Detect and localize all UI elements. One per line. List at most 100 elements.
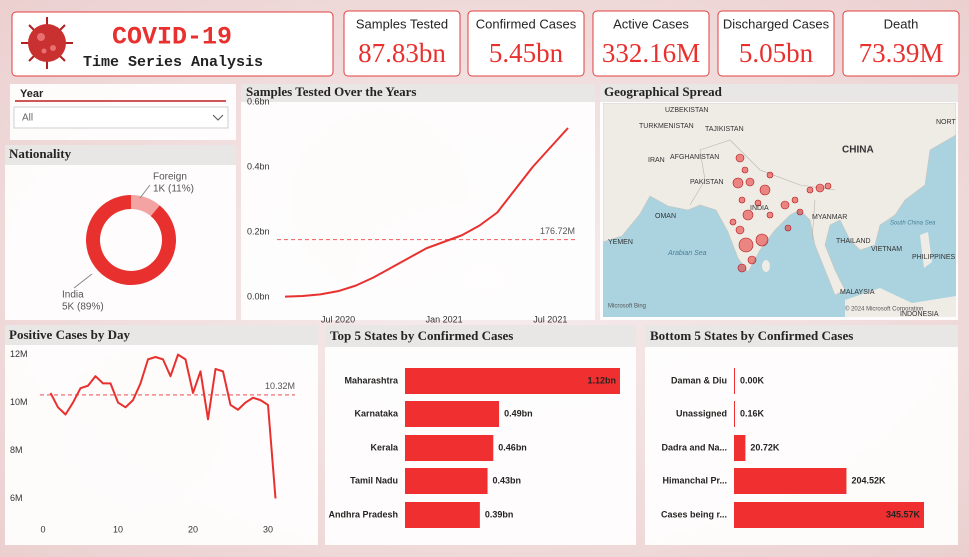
data-label: 0.00K (740, 375, 765, 385)
kpi-card (343, 10, 461, 77)
panel-header (600, 84, 958, 102)
category-label: Cases being r... (661, 509, 727, 519)
map-bubble (732, 177, 744, 189)
header-title: COVID-19 (112, 23, 232, 52)
data-label: 0.46bn (498, 442, 527, 452)
bar (734, 368, 735, 394)
map-label: IRAN (648, 157, 665, 164)
y-tick-label: 0.0bn (247, 291, 270, 301)
bar (405, 368, 620, 394)
x-tick-label: 0 (40, 524, 45, 534)
panel-title: Top 5 States by Confirmed Cases (330, 328, 513, 343)
bar (405, 435, 494, 461)
map-bubble (784, 224, 792, 232)
bar (734, 468, 847, 494)
y-tick-label: 0.6bn (247, 96, 270, 106)
map-label: AFGHANISTAN (670, 154, 719, 161)
category-label: Daman & Diu (671, 375, 727, 385)
kpi-value: 332.16M (602, 38, 700, 68)
map-bubble (738, 196, 746, 204)
panel-title: Samples Tested Over the Years (246, 84, 416, 99)
map-bubble (806, 186, 814, 194)
map-bubble (824, 182, 832, 190)
kpi-card (717, 10, 835, 77)
y-tick-label: 12M (10, 349, 28, 359)
map-label: MYANMAR (812, 214, 847, 221)
leader-line (139, 184, 151, 199)
map: UZBEKISTAN TURKMENISTAN TAJIKISTAN IRAN … (603, 103, 956, 318)
panel (5, 145, 236, 320)
border (689, 139, 836, 241)
leader-line (73, 273, 93, 289)
map-bubble (742, 209, 754, 221)
data-label: 1K (11%) (153, 184, 194, 195)
map-attribution: © 2024 Microsoft Corporation (845, 306, 923, 313)
y-tick-label: 6M (10, 493, 23, 503)
virus-icon (21, 17, 73, 69)
map-label: VIETNAM (871, 246, 902, 253)
data-label: 204.52K (851, 475, 886, 485)
land (920, 232, 932, 268)
map-label: Arabian Sea (667, 250, 707, 257)
donut-slice (85, 195, 176, 286)
x-tick-label: 30 (263, 524, 273, 534)
bar (734, 401, 735, 427)
data-label: 5K (89%) (62, 302, 104, 313)
panel-header (5, 145, 236, 165)
category-label: Kerala (370, 442, 399, 452)
panel-title: Geographical Spread (604, 84, 723, 99)
slicer-value: All (22, 113, 33, 124)
legend-label: India (62, 290, 84, 301)
category-label: Andhra Pradesh (328, 509, 398, 519)
data-label: 1.12bn (587, 375, 616, 385)
panel-title: Nationality (9, 146, 72, 161)
data-label: 345.57K (886, 509, 921, 519)
bar (405, 468, 488, 494)
kpi-label: Samples Tested (356, 16, 448, 31)
map-label: THAILAND (836, 238, 871, 245)
map-label: OMAN (655, 213, 676, 220)
map-bubble (741, 166, 749, 174)
map-bubble (729, 218, 737, 226)
category-label: Tamil Nadu (350, 475, 398, 485)
map-bubble (738, 237, 754, 253)
bar (405, 401, 500, 427)
map-label: MALAYSIA (840, 289, 875, 296)
header-box (11, 11, 334, 77)
average-label: 176.72M (540, 226, 575, 236)
map-bubble (780, 200, 790, 210)
x-tick-label: Jul 2021 (533, 314, 567, 324)
panel (241, 84, 595, 320)
data-label: 0.16K (740, 408, 765, 418)
land (762, 260, 770, 272)
kpi-card (467, 10, 585, 77)
map-label: NORT (936, 119, 956, 126)
map-bubble (791, 196, 799, 204)
line (49, 353, 277, 499)
kpi-card (592, 10, 710, 77)
map-bubble (737, 263, 747, 273)
kpi-card (842, 10, 960, 77)
category-label: Himanchal Pr... (662, 475, 727, 485)
data-label: 0.43bn (493, 475, 522, 485)
map-bubble (735, 225, 745, 235)
map-bubble (815, 183, 825, 193)
slicer-dropdown[interactable] (13, 106, 229, 129)
map-label: CHINA (842, 145, 874, 156)
y-tick-label: 10M (10, 397, 28, 407)
y-tick-label: 0.2bn (247, 226, 270, 236)
kpi-label: Discharged Cases (723, 16, 830, 31)
map-label: INDONESIA (900, 311, 939, 318)
map-label: South China Sea (890, 221, 936, 227)
x-tick-label: 10 (113, 524, 123, 534)
slicer-label: Year (20, 88, 44, 100)
map-bubble (735, 153, 745, 163)
map-label: TURKMENISTAN (639, 123, 694, 130)
panel (5, 325, 318, 545)
kpi-value: 5.45bn (489, 38, 564, 68)
y-tick-label: 8M (10, 445, 23, 455)
kpi-label: Active Cases (613, 16, 689, 31)
header-subtitle: Time Series Analysis (83, 54, 263, 71)
kpi-value: 87.83bn (358, 38, 446, 68)
